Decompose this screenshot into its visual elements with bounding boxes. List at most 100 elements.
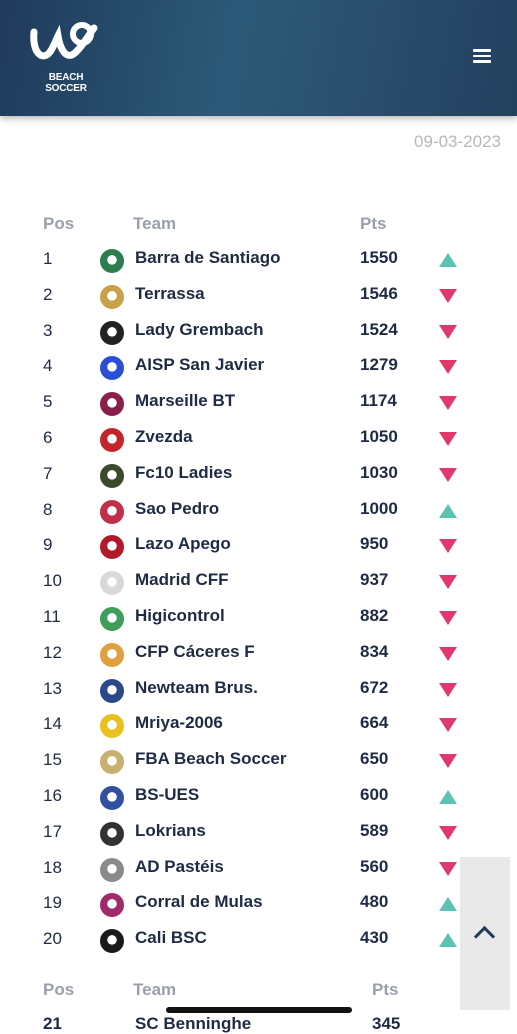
partial-row-pos: 21 — [43, 1014, 62, 1033]
table-row[interactable]: 13 Newteam Brus. 672 — [0, 672, 517, 708]
top-header: BEACH SOCCER — [0, 0, 517, 116]
trend-down-icon — [439, 647, 457, 661]
trend-down-icon — [439, 718, 457, 732]
row-team-name[interactable]: Terrassa — [135, 284, 205, 303]
chevron-up-icon — [473, 925, 496, 948]
trend-down-icon — [439, 754, 457, 768]
team-crest-icon — [100, 643, 124, 667]
table-row[interactable]: 19 Corral de Mulas 480 — [0, 886, 517, 922]
logo-text: BEACH SOCCER — [45, 72, 87, 94]
col-pts-header: Pts — [360, 214, 387, 233]
table-row[interactable]: 11 Higicontrol 882 — [0, 600, 517, 636]
trend-up-icon — [439, 253, 457, 267]
row-team-name[interactable]: BS-UES — [135, 785, 200, 804]
table-header-repeat: Pos Team Pts — [0, 976, 517, 1006]
row-team-name[interactable]: Fc10 Ladies — [135, 463, 233, 482]
team-crest-icon — [100, 500, 124, 524]
table-row[interactable]: 1 Barra de Santiago 1550 — [0, 242, 517, 278]
row-points: 1550 — [360, 248, 398, 267]
row-team-name[interactable]: FBA Beach Soccer — [135, 749, 287, 768]
table-row[interactable]: 17 Lokrians 589 — [0, 815, 517, 851]
table-row[interactable]: 2 Terrassa 1546 — [0, 278, 517, 314]
table-row[interactable]: 6 Zvezda 1050 — [0, 421, 517, 457]
table-row[interactable]: 14 Mriya-2006 664 — [0, 707, 517, 743]
row-team-name[interactable]: Marseille BT — [135, 391, 236, 410]
row-team-name[interactable]: Newteam Brus. — [135, 678, 258, 697]
table-row[interactable]: 3 Lady Grembach 1524 — [0, 314, 517, 350]
row-team-name[interactable]: Barra de Santiago — [135, 248, 281, 267]
ranking-date: 09-03-2023 — [414, 132, 501, 151]
row-team-name[interactable]: AISP San Javier — [135, 355, 265, 374]
trend-down-icon — [439, 539, 457, 553]
row-team-name[interactable]: CFP Cáceres F — [135, 642, 255, 661]
beach-soccer-logo[interactable]: BEACH SOCCER — [28, 22, 108, 94]
table-row[interactable]: 9 Lazo Apego 950 — [0, 528, 517, 564]
partial-row-pts: 345 — [372, 1014, 401, 1033]
team-crest-icon — [100, 714, 124, 738]
table-row[interactable]: 18 AD Pastéis 560 — [0, 851, 517, 887]
col-team-header: Team — [133, 214, 177, 233]
row-points: 834 — [360, 642, 389, 661]
menu-button[interactable] — [468, 46, 496, 68]
row-team-name[interactable]: Higicontrol — [135, 606, 225, 625]
team-crest-icon — [100, 607, 124, 631]
trend-down-icon — [439, 683, 457, 697]
row-points: 882 — [360, 606, 389, 625]
col-pts-header: Pts — [372, 980, 399, 999]
table-row[interactable]: 7 Fc10 Ladies 1030 — [0, 457, 517, 493]
row-team-name[interactable]: Lokrians — [135, 821, 206, 840]
table-row[interactable]: 8 Sao Pedro 1000 — [0, 493, 517, 529]
row-pos: 12 — [43, 643, 62, 662]
row-points: 560 — [360, 857, 389, 876]
row-team-name[interactable]: Zvezda — [135, 427, 193, 446]
row-pos: 6 — [43, 428, 53, 447]
table-row[interactable]: 16 BS-UES 600 — [0, 779, 517, 815]
table-row[interactable]: 20 Cali BSC 430 — [0, 922, 517, 958]
row-team-name[interactable]: Cali BSC — [135, 928, 207, 947]
team-crest-icon — [100, 893, 124, 917]
col-pos-header: Pos — [43, 214, 75, 233]
table-row[interactable]: 15 FBA Beach Soccer 650 — [0, 743, 517, 779]
table-row[interactable]: 12 CFP Cáceres F 834 — [0, 636, 517, 672]
row-points: 1174 — [360, 391, 397, 410]
row-points: 1000 — [360, 499, 398, 518]
trend-up-icon — [439, 897, 457, 911]
team-crest-icon — [100, 929, 124, 953]
team-crest-icon — [100, 321, 124, 345]
trend-down-icon — [439, 826, 457, 840]
table-row[interactable]: 4 AISP San Javier 1279 — [0, 349, 517, 385]
row-team-name[interactable]: Lazo Apego — [135, 534, 231, 553]
team-crest-icon — [100, 249, 124, 273]
team-crest-icon — [100, 356, 124, 380]
row-points: 1279 — [360, 355, 398, 374]
row-points: 1050 — [360, 427, 398, 446]
trend-down-icon — [439, 396, 457, 410]
row-points: 430 — [360, 928, 389, 947]
scroll-to-top-button[interactable] — [460, 857, 510, 1010]
row-pos: 7 — [43, 464, 53, 483]
team-crest-icon — [100, 535, 124, 559]
trend-down-icon — [439, 575, 457, 589]
trend-down-icon — [439, 468, 457, 482]
team-crest-icon — [100, 392, 124, 416]
team-crest-icon — [100, 858, 124, 882]
row-pos: 8 — [43, 500, 53, 519]
row-points: 950 — [360, 534, 389, 553]
row-team-name[interactable]: AD Pastéis — [135, 857, 224, 876]
row-pos: 11 — [43, 607, 61, 626]
team-crest-icon — [100, 428, 124, 452]
table-row[interactable]: 10 Madrid CFF 937 — [0, 564, 517, 600]
row-points: 480 — [360, 892, 389, 911]
row-pos: 15 — [43, 750, 62, 769]
row-points: 664 — [360, 713, 389, 732]
table-row[interactable]: 5 Marseille BT 1174 — [0, 385, 517, 421]
row-team-name[interactable]: Corral de Mulas — [135, 892, 263, 911]
row-pos: 9 — [43, 535, 53, 554]
row-team-name[interactable]: Mriya-2006 — [135, 713, 223, 732]
row-points: 1030 — [360, 463, 398, 482]
row-team-name[interactable]: Sao Pedro — [135, 499, 220, 518]
row-team-name[interactable]: Madrid CFF — [135, 570, 229, 589]
trend-down-icon — [439, 360, 457, 374]
row-pos: 13 — [43, 679, 62, 698]
row-team-name[interactable]: Lady Grembach — [135, 320, 264, 339]
